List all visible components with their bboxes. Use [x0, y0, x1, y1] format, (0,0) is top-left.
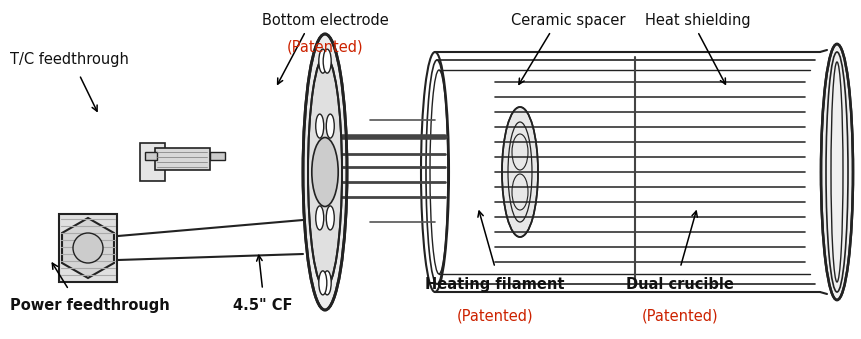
Text: (Patented): (Patented) — [642, 308, 718, 323]
Ellipse shape — [323, 49, 331, 73]
Ellipse shape — [303, 34, 347, 310]
Text: 4.5" CF: 4.5" CF — [232, 298, 293, 313]
Bar — [59, 214, 117, 282]
Ellipse shape — [312, 138, 338, 206]
Text: Dual crucible: Dual crucible — [626, 277, 734, 292]
Ellipse shape — [316, 114, 324, 138]
Ellipse shape — [319, 49, 327, 73]
Ellipse shape — [323, 271, 331, 295]
Text: Ceramic spacer: Ceramic spacer — [511, 13, 625, 28]
Ellipse shape — [316, 206, 324, 230]
Ellipse shape — [502, 107, 538, 237]
Ellipse shape — [73, 233, 103, 263]
Ellipse shape — [326, 206, 334, 230]
Ellipse shape — [308, 56, 342, 288]
Ellipse shape — [326, 114, 334, 138]
Bar — [145, 152, 157, 160]
Text: (Patented): (Patented) — [457, 308, 533, 323]
Text: (Patented): (Patented) — [288, 39, 363, 54]
Ellipse shape — [319, 271, 327, 295]
Ellipse shape — [821, 44, 853, 300]
Text: Bottom electrode: Bottom electrode — [262, 13, 389, 28]
Bar — [140, 143, 165, 181]
Text: Power feedthrough: Power feedthrough — [10, 298, 170, 313]
Text: Heat shielding: Heat shielding — [645, 13, 750, 28]
Text: Heating filament: Heating filament — [425, 277, 565, 292]
Text: T/C feedthrough: T/C feedthrough — [10, 52, 129, 67]
Bar — [210, 152, 225, 160]
Bar — [155, 148, 210, 170]
Polygon shape — [62, 218, 114, 278]
